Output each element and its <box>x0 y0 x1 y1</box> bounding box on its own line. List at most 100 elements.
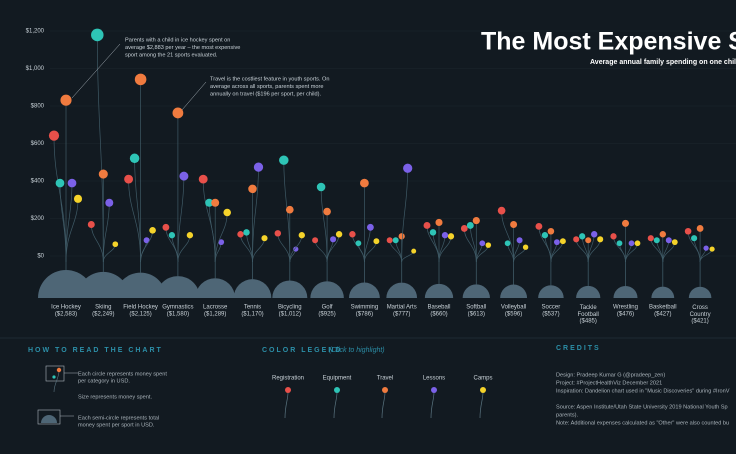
category-dot <box>335 231 343 238</box>
category-dot <box>298 232 305 239</box>
y-tick-label: $400 <box>31 179 45 185</box>
category-dot <box>198 174 208 184</box>
category-dot <box>360 178 369 188</box>
stem <box>314 240 328 263</box>
credit-line: Source: Aspen Institute/Utah State Unive… <box>556 404 728 410</box>
stem <box>364 227 371 263</box>
stem <box>326 239 334 263</box>
legend-stem <box>381 391 386 419</box>
annotation-line <box>71 43 121 99</box>
stem <box>401 168 409 263</box>
total-label: ($1,580) <box>167 312 189 318</box>
x-tick-label: Soccer <box>542 305 561 311</box>
category-dot <box>703 245 709 251</box>
category-dot <box>504 240 511 247</box>
x-tick-label: Volleyball <box>501 305 526 311</box>
legend-item[interactable]: Registration <box>272 376 304 419</box>
category-dot <box>691 235 698 242</box>
category-dot <box>579 233 586 240</box>
category-dot <box>553 239 560 246</box>
category-dot <box>590 231 598 238</box>
category-dot <box>547 227 555 235</box>
category-dot <box>497 206 506 215</box>
category-dot <box>429 229 437 236</box>
legend-label: Registration <box>272 376 304 382</box>
stem <box>469 225 477 263</box>
total-label: ($660) <box>430 312 447 318</box>
legend-swatch <box>480 387 486 393</box>
legend-label: Lessons <box>423 376 445 382</box>
category-dot <box>162 223 170 231</box>
total-label: ($421) <box>691 319 708 325</box>
category-dot <box>223 208 231 217</box>
y-tick-label: $200 <box>31 216 45 222</box>
total-label: ($1,289) <box>204 312 226 318</box>
stem <box>140 240 147 263</box>
stem <box>102 244 116 263</box>
total-semicircle <box>500 284 528 298</box>
annotation: average across all sports, parents spent… <box>210 84 323 90</box>
stem <box>208 202 216 263</box>
legend-stem <box>430 391 435 419</box>
category-dot <box>60 94 72 106</box>
category-dot <box>559 238 566 245</box>
how-to-title: HOW TO READ THE CHART <box>28 347 163 354</box>
category-dot <box>435 218 443 226</box>
stem <box>252 167 259 263</box>
x-tick-label: Tennis <box>244 305 261 311</box>
legend-stem <box>284 391 289 419</box>
category-dot <box>541 232 549 239</box>
stem <box>277 233 291 263</box>
x-tick-label: Lacrosse <box>203 305 228 311</box>
legend-item[interactable]: Equipment <box>323 376 352 419</box>
total-label: ($925) <box>318 312 335 318</box>
total-label: ($777) <box>393 312 410 318</box>
legend-item[interactable]: Travel <box>377 376 393 419</box>
category-dot <box>616 240 623 247</box>
category-dot <box>253 162 264 172</box>
how-to-text: Each circle represents money spent <box>78 371 167 377</box>
stem <box>240 234 253 263</box>
category-dot <box>366 223 374 231</box>
legend-item[interactable]: Camps <box>473 376 493 419</box>
total-label: ($2,125) <box>129 312 151 318</box>
category-dot <box>447 233 455 240</box>
stem <box>53 135 67 263</box>
category-dot <box>112 241 119 248</box>
category-dot <box>124 174 134 184</box>
category-dot <box>312 237 319 244</box>
annotation-line <box>181 81 207 111</box>
category-dot <box>466 221 474 229</box>
category-dot <box>423 221 431 229</box>
category-dot <box>709 246 715 252</box>
stem <box>65 198 79 263</box>
total-semicircle <box>462 284 490 298</box>
category-dot <box>349 231 356 238</box>
category-dot <box>441 232 449 239</box>
category-dot <box>535 222 543 230</box>
category-dot <box>172 107 184 119</box>
total-semicircle <box>233 279 272 298</box>
category-dot <box>211 198 220 207</box>
legend-label: Camps <box>473 376 492 382</box>
legend-hint: (Click to highlight) <box>329 347 385 354</box>
category-dot <box>373 238 380 245</box>
total-semicircle <box>613 286 638 298</box>
category-dot <box>279 155 289 165</box>
stem <box>358 243 365 263</box>
y-tick-label: $800 <box>31 104 45 110</box>
category-dot <box>218 239 225 246</box>
category-dot <box>98 169 108 179</box>
category-dot <box>403 163 413 173</box>
category-dot <box>237 231 244 238</box>
stem <box>438 236 452 263</box>
category-dot <box>48 130 60 141</box>
stem <box>513 247 526 263</box>
stem <box>320 186 328 263</box>
category-dot <box>105 198 114 207</box>
total-label: ($1,170) <box>241 312 263 318</box>
legend-item[interactable]: Lessons <box>423 376 445 419</box>
stem <box>90 224 104 263</box>
category-dot <box>479 240 486 247</box>
credit-line: Note: Additional expenses calculated as … <box>556 420 729 426</box>
